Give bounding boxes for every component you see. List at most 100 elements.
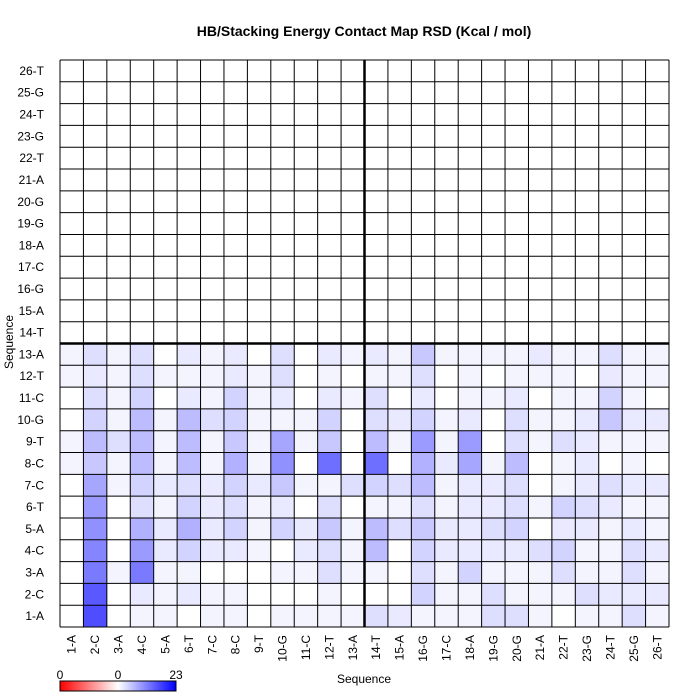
heatmap-cell [434, 517, 459, 540]
heatmap-cell [551, 561, 576, 584]
heatmap-cell [598, 517, 623, 540]
heatmap-cell [130, 496, 154, 518]
y-tick-label: 14-T [19, 326, 44, 340]
heatmap-cell [294, 81, 318, 104]
heatmap-cell [317, 539, 342, 562]
heatmap-cell [247, 60, 271, 82]
heatmap-cell [387, 430, 412, 453]
heatmap-cell [645, 60, 669, 82]
heatmap-cell [83, 278, 107, 300]
heatmap-cell [317, 212, 342, 235]
x-tick-label: 8-C [229, 635, 243, 655]
heatmap-cell [364, 125, 388, 148]
heatmap-cell [223, 365, 248, 388]
heatmap-cell [223, 125, 248, 148]
heatmap-cell [177, 299, 201, 322]
heatmap-cell [551, 60, 576, 82]
heatmap-cell [294, 583, 318, 606]
heatmap-cell [270, 343, 295, 366]
heatmap-cell [622, 387, 646, 409]
heatmap-cell [481, 583, 506, 606]
heatmap-cell [411, 365, 435, 388]
heatmap-cell [622, 212, 646, 235]
heatmap-cell [317, 125, 342, 148]
heatmap-cell [130, 278, 154, 300]
heatmap-cell [434, 496, 459, 518]
heatmap-cell [106, 343, 131, 366]
heatmap-cell [364, 343, 388, 366]
y-tick-label: 23-G [17, 129, 44, 143]
heatmap-cell [177, 60, 201, 82]
heatmap-cell [575, 387, 599, 409]
heatmap-cell [528, 256, 552, 279]
heatmap-cell [622, 517, 646, 540]
heatmap-cell [528, 212, 552, 235]
y-tick-label: 20-G [17, 195, 44, 209]
heatmap-cell [153, 103, 178, 126]
heatmap-cell [575, 430, 599, 453]
heatmap-cell [481, 81, 506, 104]
heatmap-cell [481, 408, 506, 431]
heatmap-cell [83, 474, 107, 497]
heatmap-cell [153, 60, 178, 82]
heatmap-cell [83, 430, 107, 453]
heatmap-cell [575, 103, 599, 126]
heatmap-cell [645, 430, 669, 453]
y-tick-label: 18-A [19, 238, 44, 252]
heatmap-cell [598, 387, 623, 409]
x-tick-label: 14-T [369, 634, 383, 659]
heatmap-cell [622, 169, 646, 191]
heatmap-cell [153, 190, 178, 213]
heatmap-cell [575, 299, 599, 322]
heatmap-cell [528, 583, 552, 606]
heatmap-cell [60, 583, 84, 606]
heatmap-cell [622, 474, 646, 497]
y-tick-label: 26-T [19, 64, 44, 78]
heatmap-cell [411, 605, 435, 627]
heatmap-cell [130, 190, 154, 213]
heatmap-cell [505, 321, 529, 344]
heatmap-cell [130, 234, 154, 257]
heatmap-cell [341, 474, 365, 497]
heatmap-cell [223, 343, 248, 366]
heatmap-cell [481, 343, 506, 366]
heatmap-cell [528, 343, 552, 366]
heatmap-cell [598, 343, 623, 366]
heatmap-cell [130, 212, 154, 235]
heatmap-cell [551, 343, 576, 366]
heatmap-cell [200, 147, 224, 170]
heatmap-cell [200, 561, 224, 584]
heatmap-cell [645, 190, 669, 213]
heatmap-cell [153, 452, 178, 475]
heatmap-cell [153, 343, 178, 366]
heatmap-cell [622, 452, 646, 475]
heatmap-cell [528, 408, 552, 431]
heatmap-cell [411, 103, 435, 126]
heatmap-cell [411, 387, 435, 409]
heatmap-cell [434, 169, 459, 191]
y-tick-label: 11-C [19, 391, 44, 405]
heatmap-cell [341, 561, 365, 584]
colorbar [59, 680, 177, 692]
heatmap-cell [551, 474, 576, 497]
heatmap-cell [387, 103, 412, 126]
heatmap-cell [270, 125, 295, 148]
heatmap-cell [387, 343, 412, 366]
heatmap-cell [481, 452, 506, 475]
heatmap-cell [575, 343, 599, 366]
heatmap-cell [317, 605, 342, 627]
heatmap-cell [130, 60, 154, 82]
heatmap-cell [130, 365, 154, 388]
heatmap-cell [177, 561, 201, 584]
heatmap-cell [551, 103, 576, 126]
heatmap-cell [528, 365, 552, 388]
heatmap-cell [645, 539, 669, 562]
heatmap-cell [60, 147, 84, 170]
heatmap-cell [270, 212, 295, 235]
heatmap-cell [551, 299, 576, 322]
heatmap-cell [505, 539, 529, 562]
heatmap-cell [645, 103, 669, 126]
heatmap-cell [598, 430, 623, 453]
heatmap-cell [434, 605, 459, 627]
x-tick-label: 17-C [439, 635, 453, 661]
